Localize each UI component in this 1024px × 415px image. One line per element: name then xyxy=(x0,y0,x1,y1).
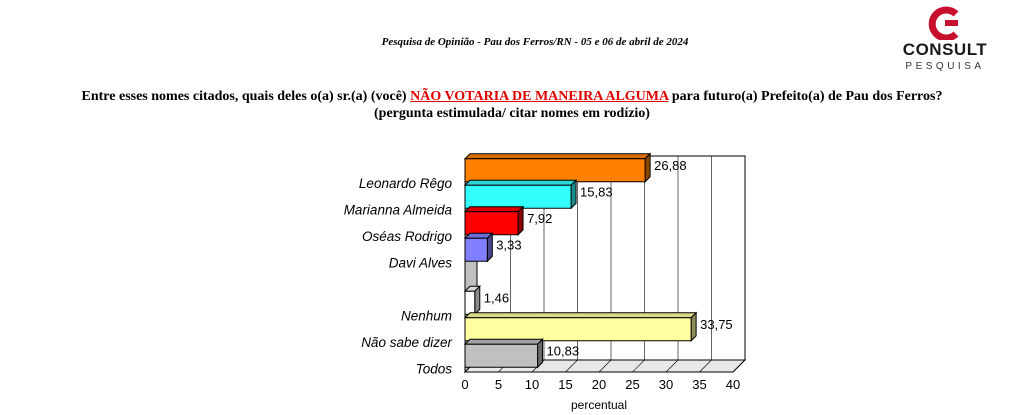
bar-top-face xyxy=(463,338,544,345)
data-label: 3,33 xyxy=(496,237,521,252)
bar-front-face xyxy=(464,290,476,315)
data-label: 10,83 xyxy=(547,343,580,358)
bar-front-face xyxy=(464,317,692,342)
x-tick-label: 10 xyxy=(525,377,539,392)
question-line-1: Entre esses nomes citados, quais deles o… xyxy=(0,88,1024,105)
category-label: Davi Alves xyxy=(389,255,453,270)
bar xyxy=(463,152,652,183)
x-tick-label: 0 xyxy=(461,377,468,392)
data-label: 1,46 xyxy=(484,290,509,305)
category-label: Leonardo Rêgo xyxy=(359,176,453,191)
consult-logo: CONSULT PESQUISA xyxy=(890,6,1000,72)
question-line-2: (pergunta estimulada/ citar nomes em rod… xyxy=(374,106,650,121)
chart-labels: 26,88 15,83 7,92 3,33 1,46 33,75 10,83 Leonardo… xyxy=(344,158,741,412)
x-axis-label: percentual xyxy=(571,398,627,412)
category-label: Não sabe dizer xyxy=(361,335,452,350)
bar-top-face xyxy=(463,153,652,160)
category-label: Todos xyxy=(416,361,453,376)
bar xyxy=(463,311,698,342)
question-part-1: Entre esses nomes citados, quais deles o… xyxy=(81,89,411,104)
floor-gridline xyxy=(565,359,578,373)
floor-gridline xyxy=(632,359,645,373)
floor-gridline xyxy=(598,359,612,373)
bar-side-face xyxy=(486,232,493,263)
bar-top-face xyxy=(463,179,578,186)
chart-bars xyxy=(463,152,698,369)
bar xyxy=(463,285,481,316)
bar-top-face xyxy=(463,206,525,213)
bar-side-face xyxy=(644,152,651,183)
bar-front-face xyxy=(464,184,572,209)
logo-tagline: PESQUISA xyxy=(905,61,985,72)
category-label: Oséas Rodrigo xyxy=(362,229,453,244)
question-text: Entre esses nomes citados, quais deles o… xyxy=(0,88,1024,122)
bar-side-face xyxy=(474,285,481,316)
survey-subtitle: Pesquisa de Opinião - Pau dos Ferros/RN … xyxy=(381,36,689,48)
x-tick-label: 35 xyxy=(692,377,706,392)
data-label: 15,83 xyxy=(580,184,613,199)
question-part-2: para futuro(a) Prefeito(a) de Pau dos Fe… xyxy=(668,89,943,104)
data-label: 7,92 xyxy=(527,211,552,226)
bar-side-face xyxy=(570,179,577,210)
bar-front-face xyxy=(464,158,646,183)
x-tick-label: 5 xyxy=(495,377,502,392)
x-tick-label: 30 xyxy=(659,377,673,392)
floor-gridline xyxy=(699,359,712,373)
bar-side-face xyxy=(537,338,544,369)
bar-top-face xyxy=(463,312,698,319)
floor-gridline xyxy=(732,359,746,373)
category-label: Nenhum xyxy=(401,308,452,323)
x-tick-label: 40 xyxy=(726,377,740,392)
logo-wordmark: CONSULT xyxy=(902,40,988,59)
x-tick-label: 15 xyxy=(558,377,572,392)
question-highlight: NÃO VOTARIA DE MANEIRA ALGUMA xyxy=(410,89,669,104)
bar xyxy=(463,179,578,210)
bar-front-face xyxy=(464,237,488,262)
bar-front-face xyxy=(464,343,539,368)
bar-side-face xyxy=(690,311,697,342)
bar-front-face xyxy=(464,211,519,236)
x-tick-label: 25 xyxy=(625,377,639,392)
bar xyxy=(463,232,494,263)
bar xyxy=(463,205,525,236)
bar-side-face xyxy=(517,205,524,236)
bar xyxy=(463,338,544,369)
data-label: 33,75 xyxy=(700,317,733,332)
x-tick-label: 20 xyxy=(592,377,606,392)
category-label: Marianna Almeida xyxy=(344,202,453,217)
consult-logo-mark-icon xyxy=(928,6,959,42)
floor-gridline xyxy=(665,359,679,373)
data-label: 26,88 xyxy=(654,158,687,173)
